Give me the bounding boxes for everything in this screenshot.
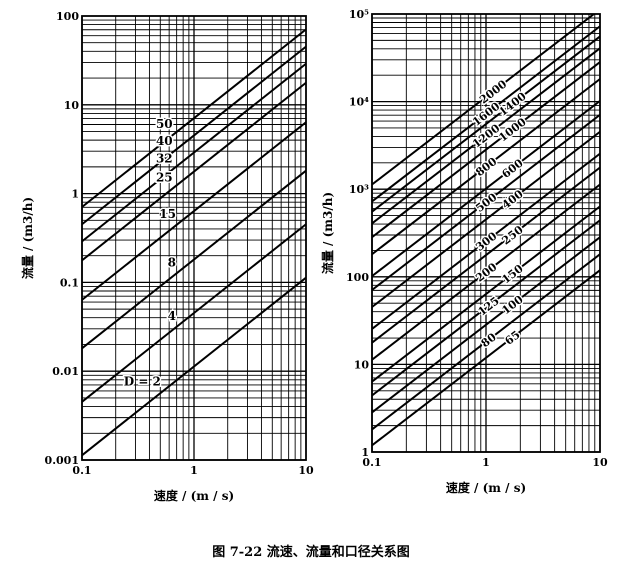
series-label: 4 — [168, 309, 176, 323]
series-line-1200 — [372, 47, 600, 225]
series-line-4 — [82, 223, 306, 403]
series-line-800 — [372, 78, 600, 256]
plot-frame — [371, 13, 601, 453]
series-label: 8 — [168, 256, 176, 270]
series-line-125 — [372, 219, 600, 397]
series-label: 50 — [156, 117, 173, 131]
figure-caption: 图 7-22 流速、流量和口径关系图 — [212, 545, 410, 560]
y-tick-label: 100 — [56, 10, 79, 23]
y-tick-label: 1 — [361, 446, 369, 459]
y-tick-label: 100 — [346, 271, 369, 284]
series-line-15 — [82, 121, 306, 301]
series-line-50 — [82, 28, 306, 208]
plot-frame — [81, 15, 307, 461]
series-label: D = 2 — [124, 375, 161, 389]
series-line-300 — [372, 152, 600, 330]
series-line-40 — [82, 45, 306, 226]
x-tick-label: 10 — [298, 464, 314, 477]
y-tick-label: 0.01 — [52, 365, 79, 378]
series-line-400 — [372, 130, 600, 308]
series-label: 32 — [156, 151, 173, 165]
series-line-1400 — [372, 35, 600, 213]
x-axis-label: 速度 / (m / s) — [446, 480, 526, 495]
series-line-100 — [372, 236, 600, 414]
series-line-500 — [372, 114, 600, 291]
x-tick-label: 10 — [592, 456, 608, 469]
series-line-8 — [82, 169, 306, 350]
series-label: 40 — [156, 134, 173, 148]
chart-panel-1: D = 2 4 8 15 25 32 40 50 0.001 0.01 0.1 1 10 100 0.1 1 1… — [20, 10, 314, 503]
series-line-80 — [372, 253, 600, 431]
y-tick-label: 10⁵ — [349, 8, 369, 21]
series-label: 15 — [159, 207, 176, 221]
series-label: 25 — [156, 170, 173, 184]
series-line-D2 — [82, 276, 306, 457]
y-tick-label: 10 — [64, 99, 80, 112]
y-axis-label: 流量 / (m3/h) — [20, 197, 35, 279]
x-axis-label: 速度 / (m / s) — [154, 488, 234, 503]
y-tick-label: 10⁴ — [349, 96, 369, 109]
series-line-65 — [372, 269, 600, 447]
series-line-250 — [372, 166, 600, 344]
series-line-25 — [82, 81, 306, 262]
x-tick-label: 1 — [482, 456, 490, 469]
series-line-1600 — [372, 25, 600, 203]
y-axis-label: 流量 / (m3/h) — [320, 192, 335, 274]
series-line-150 — [372, 205, 600, 383]
y-tick-label: 0.1 — [60, 276, 79, 289]
x-tick-label: 1 — [190, 464, 198, 477]
y-tick-label: 10 — [354, 358, 370, 371]
series-line-200 — [372, 183, 600, 361]
series-line-1000 — [372, 61, 600, 239]
x-tick-label: 0.1 — [362, 456, 381, 469]
series-line-600 — [372, 100, 600, 277]
chart-panel-2: 6580100125150200250300400500600800100012… — [320, 8, 608, 495]
y-tick-label: 0.001 — [45, 454, 79, 467]
series-line-2000 — [372, 14, 596, 186]
y-tick-label: 1 — [71, 188, 79, 201]
series-line-32 — [82, 62, 306, 243]
x-tick-label: 0.1 — [72, 464, 91, 477]
y-tick-label: 10³ — [349, 183, 369, 196]
